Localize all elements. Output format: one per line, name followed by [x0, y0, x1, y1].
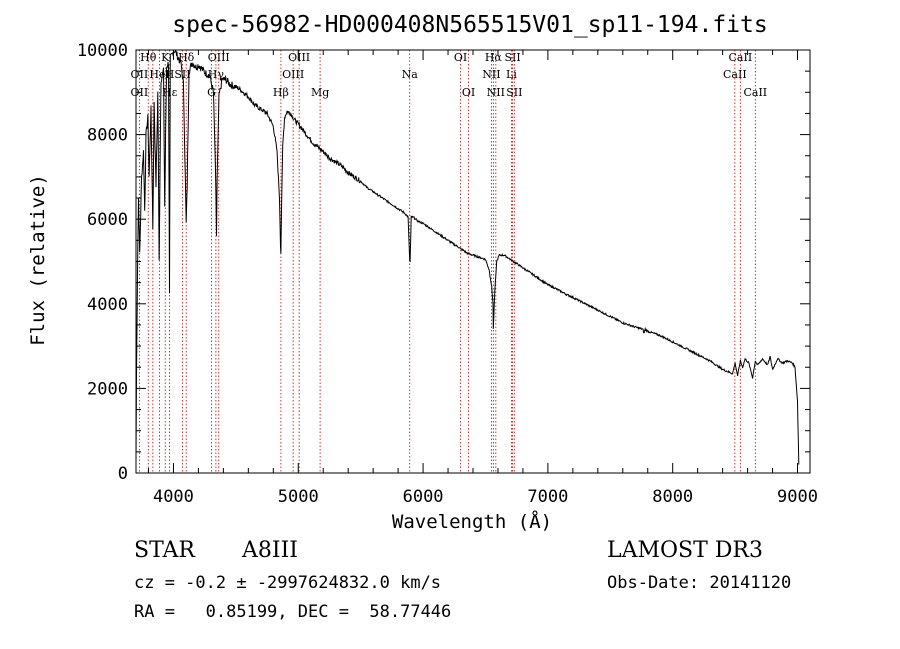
emission-line-label: OIII: [288, 51, 310, 64]
emission-line-label: Hα: [485, 51, 503, 64]
emission-line-markers: [138, 50, 756, 473]
x-tick-label: 7000: [527, 487, 568, 507]
y-axis-label: Flux (relative): [27, 174, 49, 346]
chart-title: spec-56982-HD000408N565515V01_sp11-194.f…: [172, 12, 767, 38]
y-tick-label: 4000: [87, 295, 128, 315]
emission-line-label: SII: [504, 51, 520, 64]
survey-name: LAMOST DR3: [607, 538, 763, 563]
emission-line-label: SII: [506, 86, 522, 99]
emission-line-label: HeI: [149, 68, 169, 81]
emission-line-label: K: [161, 51, 170, 64]
emission-line-label: CaII: [743, 86, 767, 99]
emission-line-label: G: [207, 86, 216, 99]
y-axis-ticks: 0 2000 4000 6000 8000 10000: [77, 41, 810, 484]
x-axis-label: Wavelength (Å): [392, 510, 552, 533]
emission-line-label: OI: [454, 51, 467, 64]
plot-frame: [135, 49, 811, 474]
ra-dec-text: RA = 0.85199, DEC = 58.77446: [134, 602, 452, 622]
spectrum-line: [135, 49, 800, 465]
x-tick-label: 8000: [652, 487, 693, 507]
emission-line-label: OI: [462, 86, 475, 99]
x-tick-label: 6000: [403, 487, 444, 507]
emission-line-label: Mg: [311, 86, 329, 99]
x-tick-label: 5000: [278, 487, 319, 507]
y-tick-label: 2000: [87, 379, 128, 399]
emission-line-label: Hδ: [178, 51, 195, 64]
x-tick-label: 4000: [153, 487, 194, 507]
emission-line-label: Hγ: [208, 68, 225, 81]
x-tick-label: 9000: [777, 487, 818, 507]
emission-line-label: Na: [402, 68, 419, 81]
emission-line-label: Li: [506, 68, 517, 81]
emission-line-label: Hβ: [273, 86, 289, 99]
emission-line-label: Hθ: [140, 51, 157, 64]
emission-line-labels: HαNIINIISIILiSIIOIOINaMgOIIIOIIIHβOIIIHγ…: [131, 51, 768, 99]
emission-line-label: CaII: [723, 68, 747, 81]
y-tick-label: 0: [118, 464, 128, 484]
emission-line-label: OII: [131, 68, 149, 81]
emission-line-label: OIII: [208, 51, 230, 64]
obs-date: Obs-Date: 20141120: [607, 573, 792, 593]
x-axis-ticks: 4000 5000 6000 7000 8000 9000: [147, 50, 818, 507]
emission-line-label: NII: [487, 86, 505, 99]
emission-line-label: H: [165, 68, 175, 81]
spectral-class: A8III: [242, 538, 298, 563]
y-tick-label: 6000: [87, 210, 128, 230]
y-tick-label: 10000: [77, 41, 128, 61]
y-tick-label: 8000: [87, 126, 128, 146]
emission-line-label: OIII: [282, 68, 304, 81]
emission-line-label: CaII: [729, 51, 753, 64]
emission-line-label: NII: [482, 68, 500, 81]
redshift-text: cz = -0.2 ± -2997624832.0 km/s: [134, 573, 442, 593]
object-type: STAR: [134, 538, 195, 563]
